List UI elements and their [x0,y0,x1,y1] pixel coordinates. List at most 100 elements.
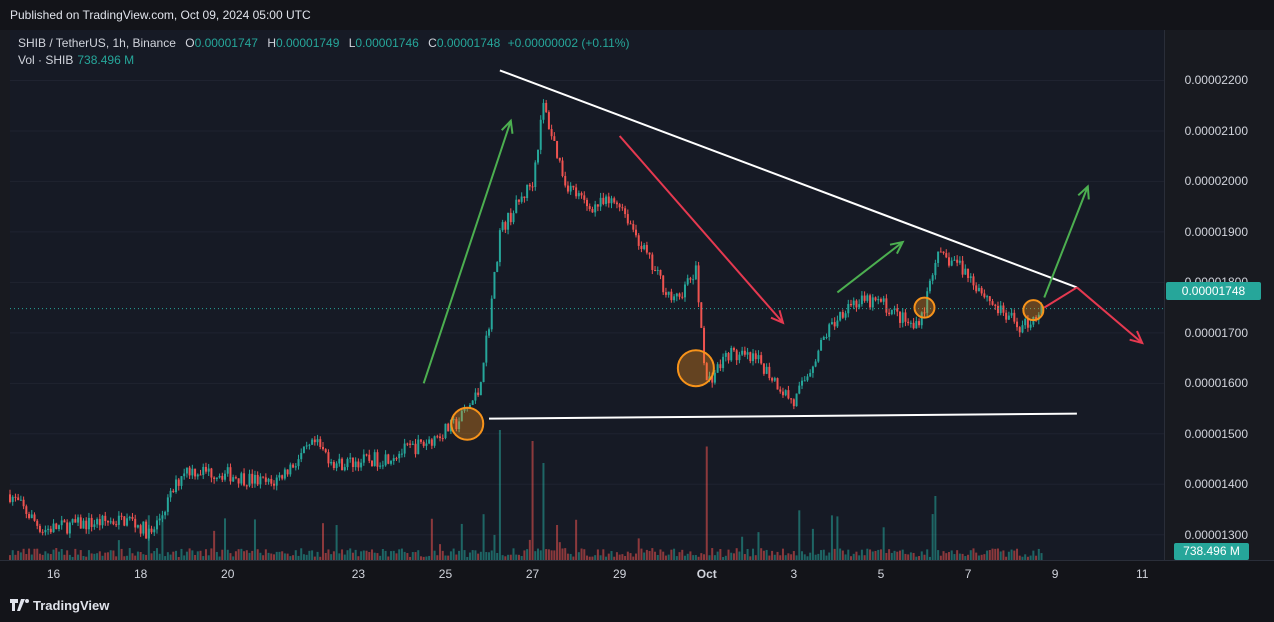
candle-body [248,473,251,486]
candle-body [920,312,923,326]
volume-bar [14,554,17,560]
red-arrow[interactable] [1076,286,1143,344]
candle-body [305,445,308,447]
volume-bar [474,550,477,560]
time-tick-label: 27 [525,567,540,581]
volume-bar [360,551,363,560]
volume-bar [74,548,77,560]
volume-bar [485,552,488,560]
candle-body [474,392,477,401]
volume-bar [980,554,983,560]
symbol-title[interactable]: SHIB / TetherUS, 1h, Binance [18,36,176,50]
candle-body [210,468,213,478]
candle-body [259,476,262,485]
candle-body [504,222,507,230]
volume-bar [185,551,188,560]
candle-body [131,516,134,519]
green-arrow[interactable] [1043,186,1089,298]
candle-body [479,382,482,396]
candle-body [313,439,316,443]
volume-bar [1026,556,1029,560]
candle-body [155,520,158,530]
green-arrow[interactable] [836,241,904,294]
volume-bar [586,555,588,560]
volume-bar [583,549,586,560]
candle-body [588,206,591,210]
volume-bar [1016,548,1019,560]
publish-bar: Published on TradingView.com, Oct 09, 20… [0,0,1274,30]
volume-bar [177,556,180,560]
volume-bar [656,554,659,560]
volume-bar [381,548,384,560]
candle-body [327,452,330,464]
low-label: L [348,36,356,50]
candle-body [507,212,510,230]
green-arrow[interactable] [422,120,512,384]
highlight-circle[interactable] [450,406,485,441]
candle-body [928,280,931,292]
volume-bar [931,514,934,560]
red-arrow[interactable] [618,135,784,324]
volume-bar [316,551,319,560]
volume-bar [283,553,286,560]
volume-bar [839,548,842,560]
candle-body [776,378,779,390]
candle-body [958,260,961,263]
candle-body [360,462,363,468]
candle-body [275,477,278,486]
candle-body [645,245,648,253]
candle-body [626,214,629,224]
candle-body [754,353,757,360]
highlight-circle[interactable] [913,296,936,319]
volume-bar [991,548,994,560]
price-chart[interactable] [0,0,1274,560]
volume-bar [1040,553,1043,560]
volume-bar [262,555,265,560]
volume-bar [564,548,567,560]
volume-bar [912,552,915,560]
volume-bar [251,550,254,560]
red-line[interactable] [1043,286,1078,309]
candle-body [994,304,997,306]
highlight-circle[interactable] [1022,299,1045,322]
candle-body [349,457,352,459]
candle-body [768,366,771,379]
volume-bar [131,553,134,560]
volume-bar [537,548,540,560]
candle-body [406,443,409,445]
candle-body [967,268,970,278]
volume-bar [30,554,33,560]
support-trend-line[interactable] [489,412,1077,420]
volume-bar [370,549,373,560]
volume-bar [256,549,259,560]
volume-label[interactable]: Vol · SHIB [18,53,74,67]
volume-bar [915,556,918,560]
candle-body [654,269,657,271]
volume-bar [918,556,921,560]
volume-bar [994,548,997,560]
candle-body [444,423,447,439]
volume-bar [743,554,746,560]
resistance-trend-line[interactable] [499,69,1078,289]
volume-bar [1018,555,1021,560]
candle-body [294,466,297,468]
candle-body [839,312,842,321]
volume-bar [496,552,499,560]
candle-body [324,449,327,453]
candle-body [765,366,768,374]
candle-body [477,392,480,396]
volume-bar [134,555,137,560]
candle-body [370,460,373,467]
volume-bar [477,553,480,560]
candle-body [463,408,466,411]
time-axis[interactable]: 16 18 20 23 25 27 29 Oct 3 5 7 9 11 [0,560,1274,587]
volume-bar [667,554,670,560]
candle-body [237,478,240,484]
highlight-circle[interactable] [676,349,715,388]
volume-bar [787,553,790,560]
tradingview-logo-icon [10,599,29,611]
volume-bar [218,556,221,560]
candle-body [447,423,450,432]
tradingview-logo[interactable]: TradingView [10,598,109,613]
candle-body [621,207,624,209]
